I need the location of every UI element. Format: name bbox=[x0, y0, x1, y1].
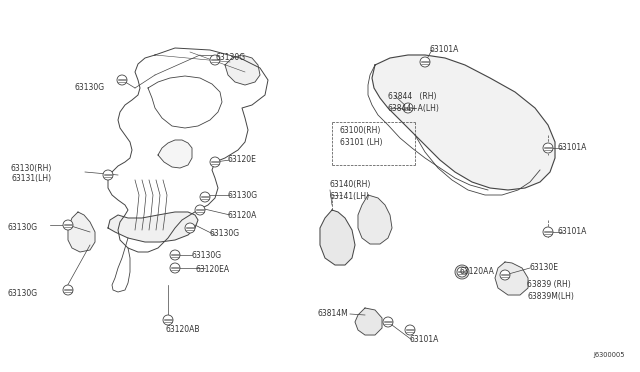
Circle shape bbox=[63, 285, 73, 295]
Text: 63120EA: 63120EA bbox=[195, 266, 229, 275]
Circle shape bbox=[405, 325, 415, 335]
Circle shape bbox=[103, 170, 113, 180]
Circle shape bbox=[63, 220, 73, 230]
Text: 63130G: 63130G bbox=[8, 289, 38, 298]
Text: 63844   (RH): 63844 (RH) bbox=[388, 92, 436, 100]
Text: 63131(LH): 63131(LH) bbox=[12, 173, 52, 183]
Text: 63120AB: 63120AB bbox=[165, 326, 200, 334]
Text: 63130G: 63130G bbox=[210, 230, 240, 238]
Text: 63130G: 63130G bbox=[192, 250, 222, 260]
Text: 63101A: 63101A bbox=[558, 144, 588, 153]
Polygon shape bbox=[225, 55, 260, 85]
Text: 63120E: 63120E bbox=[228, 155, 257, 164]
Circle shape bbox=[420, 57, 430, 67]
Text: 63814M: 63814M bbox=[317, 310, 348, 318]
Text: 63130G: 63130G bbox=[228, 192, 258, 201]
Text: 63101 (LH): 63101 (LH) bbox=[340, 138, 383, 147]
Polygon shape bbox=[372, 55, 555, 190]
Text: 63130(RH): 63130(RH) bbox=[11, 164, 52, 173]
Circle shape bbox=[195, 205, 205, 215]
Circle shape bbox=[210, 55, 220, 65]
Text: 63130E: 63130E bbox=[530, 263, 559, 273]
Circle shape bbox=[543, 143, 553, 153]
Circle shape bbox=[185, 223, 195, 233]
Text: 63839M(LH): 63839M(LH) bbox=[527, 292, 574, 301]
Polygon shape bbox=[320, 210, 355, 265]
Circle shape bbox=[210, 157, 220, 167]
Circle shape bbox=[459, 269, 465, 275]
Text: 63839 (RH): 63839 (RH) bbox=[527, 280, 571, 289]
Polygon shape bbox=[108, 212, 198, 242]
Text: 63120A: 63120A bbox=[228, 211, 257, 219]
Circle shape bbox=[170, 263, 180, 273]
Circle shape bbox=[543, 227, 553, 237]
Circle shape bbox=[170, 250, 180, 260]
Text: 63130G: 63130G bbox=[215, 54, 245, 62]
Text: 63101A: 63101A bbox=[430, 45, 460, 55]
Circle shape bbox=[383, 317, 393, 327]
Text: 63101A: 63101A bbox=[410, 336, 440, 344]
Polygon shape bbox=[68, 212, 95, 252]
Polygon shape bbox=[355, 308, 382, 335]
Circle shape bbox=[200, 192, 210, 202]
Text: 63101A: 63101A bbox=[558, 228, 588, 237]
Text: 63844+A(LH): 63844+A(LH) bbox=[388, 103, 440, 112]
Circle shape bbox=[117, 75, 127, 85]
Text: 63100(RH): 63100(RH) bbox=[340, 125, 381, 135]
Circle shape bbox=[163, 315, 173, 325]
Polygon shape bbox=[158, 140, 192, 168]
Circle shape bbox=[455, 265, 469, 279]
Text: 63141(LH): 63141(LH) bbox=[330, 192, 370, 201]
Text: 63130G: 63130G bbox=[8, 224, 38, 232]
Text: 63140(RH): 63140(RH) bbox=[330, 180, 371, 189]
Circle shape bbox=[403, 103, 413, 113]
Text: 63130G: 63130G bbox=[75, 83, 105, 93]
Polygon shape bbox=[495, 262, 528, 295]
Circle shape bbox=[500, 270, 510, 280]
Polygon shape bbox=[358, 195, 392, 244]
Circle shape bbox=[457, 267, 467, 277]
Text: J6300005: J6300005 bbox=[593, 352, 625, 358]
Text: 63120AA: 63120AA bbox=[460, 267, 495, 276]
